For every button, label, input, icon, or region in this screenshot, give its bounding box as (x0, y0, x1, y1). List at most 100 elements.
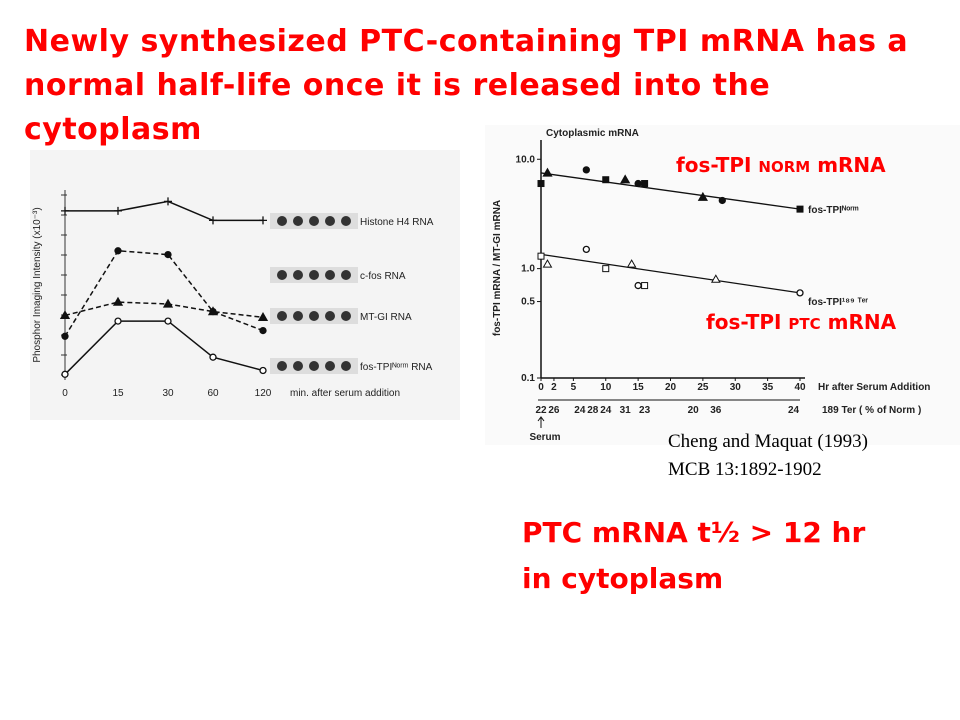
tag: PTC (788, 315, 821, 333)
y-axis-label: Phosphor Imaging Intensity (x10⁻³) (32, 207, 43, 362)
label: mRNA (817, 153, 886, 177)
fit-line (540, 172, 801, 210)
marker (718, 196, 726, 205)
left-figure-bg (30, 150, 460, 420)
ptc-percent-label: 24 (600, 405, 612, 416)
tag: NORM (758, 158, 811, 176)
ptc-percent-label: 22 (535, 405, 547, 416)
marker (209, 353, 217, 361)
ptc-percent-label: 26 (548, 405, 560, 416)
label: fos-TPI (676, 153, 752, 177)
y-tick-label: 1.0 (521, 264, 535, 275)
marker (710, 274, 721, 283)
citation-line: MCB 13:1892-1902 (668, 459, 822, 480)
x-tick-label: 15 (112, 388, 124, 399)
x-tick-label: 30 (162, 388, 174, 399)
lane-label: c-fos RNA (360, 271, 406, 282)
marker (602, 176, 610, 184)
blot-band (293, 311, 303, 321)
marker (162, 298, 174, 308)
blot-band (293, 216, 303, 226)
marker (209, 216, 217, 225)
ptc-percent-label: 31 (620, 405, 632, 416)
citation: Cheng and Maquat (1993) MCB 13:1892-1902 (668, 428, 868, 484)
blot-band (325, 311, 335, 321)
norm-annotation: fos-TPI NORM mRNA (676, 153, 886, 177)
blot-band (341, 311, 351, 321)
marker (164, 317, 172, 325)
fit-line (540, 253, 801, 294)
marker (537, 252, 545, 260)
conclusion: PTC mRNA t½ > 12 hr in cytoplasm (522, 510, 865, 602)
serum-arrow (537, 416, 545, 428)
series-line (64, 250, 264, 337)
x-tick-label: 120 (255, 388, 272, 399)
x-tick-label: 2 (551, 382, 557, 393)
x-tick-label: 25 (697, 382, 709, 393)
ptc-percent-label: 36 (710, 405, 722, 416)
x-axis-label: Hr after Serum Addition (818, 382, 930, 393)
serum-label: Serum (529, 432, 560, 443)
x-axis-label: min. after serum addition (290, 388, 400, 399)
marker (634, 281, 642, 290)
marker (542, 167, 553, 177)
ptc-percent-label: 20 (688, 405, 700, 416)
marker (259, 326, 267, 335)
blot-band (309, 216, 319, 226)
figure-title: Cytoplasmic mRNA (546, 128, 639, 139)
marker (114, 317, 122, 325)
y-tick-label: 0.1 (521, 373, 535, 384)
blot-band (341, 361, 351, 371)
blot-band (277, 216, 287, 226)
ptc-percent-label: 24 (788, 405, 800, 416)
x-tick-label: 0 (62, 388, 68, 399)
conclusion-line: PTC mRNA t½ > 12 hr (522, 516, 866, 549)
marker (61, 206, 69, 215)
blot-band (309, 361, 319, 371)
blot-band (293, 361, 303, 371)
marker (207, 306, 219, 316)
x-tick-label: 15 (633, 382, 645, 393)
citation-line: Cheng and Maquat (1993) (668, 431, 868, 452)
x-tick-label: 40 (794, 382, 806, 393)
marker (537, 180, 545, 188)
marker (634, 179, 642, 188)
lane-label: MT-GI RNA (360, 312, 412, 323)
label: mRNA (827, 310, 897, 334)
marker (259, 216, 267, 225)
marker (796, 289, 804, 297)
conclusion-line: in cytoplasm (522, 562, 724, 595)
marker (582, 245, 590, 254)
marker (602, 265, 610, 273)
ptc-percent-label: 23 (639, 405, 651, 416)
marker (61, 370, 69, 378)
slide-title: Newly synthesized PTC-containing TPI mRN… (24, 24, 909, 147)
marker (582, 166, 590, 174)
x-tick-label: 30 (730, 382, 742, 393)
lane-label: fos-TPIᴺᵒʳᵐ RNA (360, 362, 433, 373)
blot-band (325, 270, 335, 280)
marker (59, 310, 71, 320)
marker (114, 206, 122, 215)
marker (641, 180, 649, 188)
marker (542, 259, 553, 268)
blot-band (325, 361, 335, 371)
secondary-label: 189 Ter ( % of Norm ) (822, 405, 921, 416)
right-figure-bg (485, 125, 960, 445)
marker (626, 259, 637, 268)
series-label: fos-TPIᴺᵒʳᵐ (808, 205, 859, 216)
y-tick-label: 0.5 (521, 297, 535, 308)
marker (112, 296, 124, 306)
blot-band (341, 216, 351, 226)
y-tick-label: 10.0 (516, 154, 536, 165)
blot-band (325, 216, 335, 226)
label: fos-TPI (706, 310, 782, 334)
blot-band (293, 270, 303, 280)
ptc-annotation: fos-TPI PTC mRNA (706, 310, 896, 334)
marker (257, 311, 269, 321)
x-tick-label: 5 (571, 382, 577, 393)
x-tick-label: 35 (762, 382, 774, 393)
marker (164, 250, 172, 259)
y-axis-label: fos-TPI mRNA / MT-GI mRNA (492, 200, 503, 336)
